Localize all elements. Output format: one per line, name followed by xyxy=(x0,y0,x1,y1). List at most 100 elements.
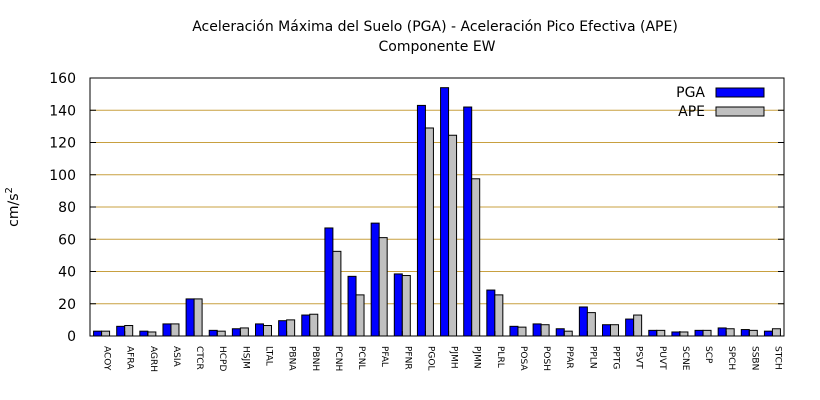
bar-ape-spch xyxy=(725,328,735,337)
bar-pga-pcnh xyxy=(324,227,334,337)
bar-pga-pcnl xyxy=(347,275,357,337)
x-tick-label: ACOY xyxy=(102,346,112,371)
bar-pga-hsjm xyxy=(231,328,241,337)
x-tick-label: PPTG xyxy=(611,346,621,369)
x-tick-label: PBNH xyxy=(310,346,320,371)
x-tick-label: PJMH xyxy=(449,346,459,369)
bar-ape-acoy xyxy=(101,330,111,337)
bar-pga-posa xyxy=(509,325,519,337)
y-tick-label: 80 xyxy=(58,200,76,216)
x-tick-label: STCH xyxy=(772,346,782,370)
bar-pga-asia xyxy=(162,323,172,337)
x-tick-label: PCNH xyxy=(333,346,343,371)
bar-ape-posh xyxy=(540,324,550,337)
bar-ape-plrl xyxy=(494,294,504,337)
chart-subtitle: Componente EW xyxy=(378,39,495,55)
bar-ape-scne xyxy=(679,331,689,337)
bar-ape-pptg xyxy=(610,324,619,337)
y-tick-label: 120 xyxy=(49,136,76,152)
bar-pga-ppln xyxy=(578,306,588,337)
bar-pga-afra xyxy=(116,325,126,337)
y-axis-label-unit: cm/s xyxy=(6,194,22,227)
x-tick-label: PSVT xyxy=(634,346,644,369)
bar-ape-stch xyxy=(771,328,781,337)
x-tick-label: HSJM xyxy=(240,346,250,369)
bar-ape-pgol xyxy=(424,127,434,337)
bar-ape-pjmh xyxy=(448,134,458,337)
bar-pga-pjmh xyxy=(440,87,450,337)
y-tick-label: 20 xyxy=(58,297,76,313)
bar-ape-pjmn xyxy=(471,178,481,337)
bar-ape-ctcr xyxy=(193,298,203,337)
y-axis-ticks: 0 20 40 60 80 100 120 140 160 xyxy=(49,71,784,345)
bar-pga-hcpd xyxy=(208,329,218,337)
bar-pga-spch xyxy=(717,327,727,337)
x-tick-label: PLRL xyxy=(495,346,505,368)
x-tick-label: SCP xyxy=(703,346,713,364)
bar-ape-ltal xyxy=(263,325,272,337)
x-tick-label: POSH xyxy=(541,346,551,371)
bar-ape-asia xyxy=(170,323,180,337)
y-tick-label: 100 xyxy=(49,168,76,184)
x-tick-label: PFNR xyxy=(402,346,412,370)
bar-pga-scne xyxy=(671,331,681,337)
bar-pga-acoy xyxy=(93,330,103,337)
bar-ape-pbna xyxy=(286,319,296,337)
bar-ape-puvt xyxy=(656,329,666,337)
x-tick-label: HCPD xyxy=(217,346,227,371)
y-tick-label: 160 xyxy=(49,71,76,87)
x-tick-label: PBNA xyxy=(287,346,297,371)
y-axis-label: cm/s2 xyxy=(4,187,22,227)
x-tick-label: AFRA xyxy=(125,346,135,370)
x-tick-label: PPAR xyxy=(564,346,574,369)
y-axis-label-exponent: 2 xyxy=(4,187,15,193)
bar-ape-scp xyxy=(702,329,712,337)
x-tick-label: PGOL xyxy=(425,346,435,371)
bar-ape-pcnl xyxy=(355,294,365,337)
y-tick-label: 60 xyxy=(58,232,76,248)
bar-pga-pgol xyxy=(416,104,426,337)
bar-pga-ppar xyxy=(555,328,565,337)
x-tick-label: PPLN xyxy=(587,346,597,369)
x-tick-label: AGRH xyxy=(148,346,158,372)
bar-pga-posh xyxy=(532,323,542,337)
bar-pga-pfal xyxy=(370,222,380,337)
x-tick-label: SCNE xyxy=(680,346,690,371)
bar-pga-pfnr xyxy=(393,273,403,337)
bar-ape-psvt xyxy=(633,314,643,337)
bar-ape-ppar xyxy=(563,330,573,337)
chart-title: Aceleración Máxima del Suelo (PGA) - Ace… xyxy=(192,19,678,35)
bar-ape-ssbn xyxy=(748,329,758,337)
bar-pga-psvt xyxy=(625,318,635,337)
bar-pga-ssbn xyxy=(740,329,750,337)
x-tick-label: PCNL xyxy=(356,346,366,369)
y-tick-label: 140 xyxy=(49,103,76,119)
bar-pga-pbna xyxy=(278,320,288,337)
x-tick-label: SSBN xyxy=(749,346,759,370)
bar-ape-pbnh xyxy=(309,313,319,337)
bar-pga-pptg xyxy=(602,324,611,337)
x-tick-label: LTAL xyxy=(264,346,274,366)
bar-pga-stch xyxy=(763,330,773,337)
x-tick-label: ASIA xyxy=(171,346,181,368)
bar-pga-pbnh xyxy=(301,314,311,337)
bar-pga-scp xyxy=(694,329,704,337)
legend-swatch xyxy=(715,106,765,117)
legend: PGA APE xyxy=(676,85,765,120)
bar-ape-ppln xyxy=(586,312,596,337)
x-axis-ticks: ACOY AFRA AGRH ASIA CTCR HCPD HSJM LTAL PBNA PBNH… xyxy=(101,331,782,372)
bar-pga-ltal xyxy=(255,323,264,337)
legend-label: PGA xyxy=(676,85,705,101)
bars xyxy=(93,87,781,337)
bar-ape-pfnr xyxy=(401,275,411,337)
y-tick-label: 0 xyxy=(67,329,76,345)
x-tick-label: CTCR xyxy=(194,346,204,370)
x-tick-label: PFAL xyxy=(379,346,389,367)
bar-pga-ctcr xyxy=(185,298,195,337)
bar-pga-plrl xyxy=(486,289,496,337)
bar-ape-pfal xyxy=(378,237,388,337)
bar-ape-hsjm xyxy=(239,327,249,337)
gridlines xyxy=(90,109,784,305)
bar-ape-afra xyxy=(124,325,134,337)
